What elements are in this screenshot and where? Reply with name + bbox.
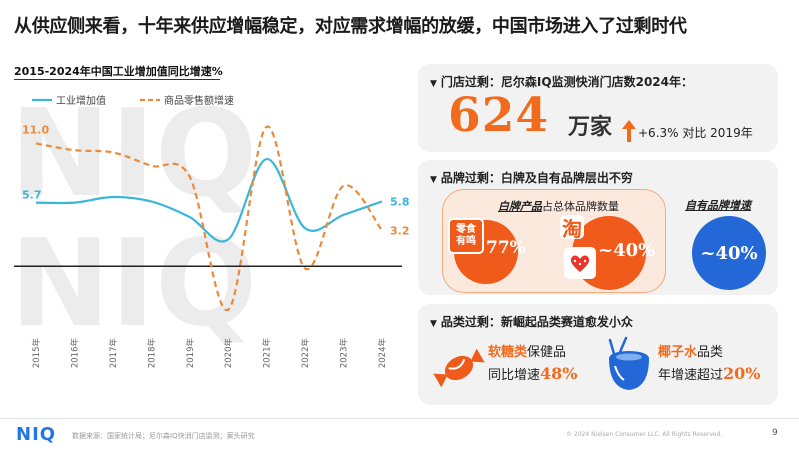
brand-surplus-heading: ▼ 品牌过剩：白牌及自有品牌层出不穷 (430, 171, 633, 185)
store-count: 624 (448, 88, 550, 143)
own-brand-label: 自有品牌增速 (685, 199, 751, 212)
own-brand-growth-value: ~40% (700, 242, 758, 264)
snack-share-value: 77% (486, 238, 526, 258)
data-label-0: 11.0 (22, 123, 49, 136)
x-tick-label-2: 2017年 (108, 338, 119, 369)
data-label-3: 3.2 (390, 225, 410, 238)
legend-label-1: 商品零售额增速 (164, 94, 234, 107)
x-tick-label-1: 2016年 (69, 338, 80, 369)
taobao-share-value: ~40% (598, 240, 656, 261)
category-surplus-heading-text: 品类过剩：新崛起品类赛道愈发小众 (440, 315, 633, 329)
category-surplus-heading: ▼ 品类过剩：新崛起品类赛道愈发小众 (430, 315, 633, 329)
copyright: © 2024 Nielsen Consumer LLC. All Rights … (566, 431, 723, 438)
legend-label-0: 工业增加值 (56, 94, 106, 107)
x-tick-label-4: 2019年 (185, 338, 196, 369)
gift-box-icon (564, 247, 596, 279)
x-tick-label-6: 2021年 (262, 338, 273, 369)
gummy-highlight: 软糖类 (488, 345, 528, 360)
coconut-rest: 品类 (697, 345, 724, 360)
chart-title-underline (14, 79, 220, 80)
x-tick-label-3: 2018年 (146, 338, 157, 369)
coconut-growth-label: 年增速超过 (658, 368, 724, 383)
store-surplus-panel: ▼ 门店过剩：尼尔森IQ监测快消门店数2024年： 624 万家 +6.3% 对比… (418, 64, 778, 152)
own-brand-bubble: ~40% (692, 216, 766, 290)
white-brand-label: 白牌产品占总体品牌数量 (498, 200, 619, 213)
coconut-highlight: 椰子水 (658, 345, 698, 360)
store-count-unit: 万家 (568, 115, 613, 140)
data-label-2: 5.8 (390, 195, 410, 208)
up-arrow-icon (622, 120, 636, 142)
taobao-logo-icon: 淘 (560, 215, 584, 241)
series-line-0 (35, 157, 383, 243)
data-source: 数据来源：国家统计局；尼尔森IQ快消门店监测；案头研究 (72, 432, 255, 440)
coconut-growth-value: 20% (723, 364, 761, 383)
gummy-growth-label: 同比增速 (488, 368, 541, 383)
store-surplus-heading: ▼ 门店过剩：尼尔森IQ监测快消门店数2024年： (430, 75, 693, 89)
footer-divider (0, 418, 799, 419)
data-label-1: 5.7 (22, 189, 42, 202)
category-surplus-panel: ▼ 品类过剩：新崛起品类赛道愈发小众 软糖类保健品 同比增速48% 椰子水品类 年… (418, 304, 778, 405)
x-tick-label-5: 2020年 (223, 338, 234, 369)
chart-title: 2015-2024年中国工业增加值同比增速% (14, 65, 223, 78)
line-chart: 工业增加值 商品零售额增速 11.0 5.7 5.8 3.2 2015年 2016年 2017年… (14, 94, 410, 369)
gummy-rest: 保健品 (527, 345, 567, 360)
coconut-icon (608, 336, 649, 390)
snack-brand-logo-icon: 零食 有鸣 (448, 218, 484, 254)
page-number: 9 (772, 428, 778, 438)
series-line-1 (35, 125, 383, 311)
gummy-growth-value: 48% (540, 364, 578, 383)
coconut-water-text: 椰子水品类 年增速超过20% (658, 342, 760, 386)
brand-surplus-panel: ▼ 品牌过剩：白牌及自有品牌层出不穷 白牌产品占总体品牌数量 自有品牌增速 零食 … (418, 160, 778, 295)
gummy-supplement-text: 软糖类保健品 同比增速48% (488, 342, 577, 386)
brand-surplus-heading-text: 品牌过剩：白牌及自有品牌层出不穷 (440, 171, 633, 185)
store-surplus-heading-text: 门店过剩：尼尔森IQ监测快消门店数2024年： (440, 75, 693, 89)
page-title: 从供应侧来看，十年来供应增幅稳定，对应需求增幅的放缓，中国市场进入了过剩时代 (14, 16, 687, 37)
store-growth: +6.3% 对比 2019年 (638, 126, 753, 140)
candy-icon (433, 348, 485, 388)
x-tick-label-7: 2022年 (300, 338, 311, 369)
x-tick-label-8: 2023年 (339, 338, 350, 369)
niq-logo: NIQ (16, 424, 57, 445)
x-tick-label-9: 2024年 (377, 338, 388, 369)
x-tick-label-0: 2015年 (31, 338, 42, 369)
